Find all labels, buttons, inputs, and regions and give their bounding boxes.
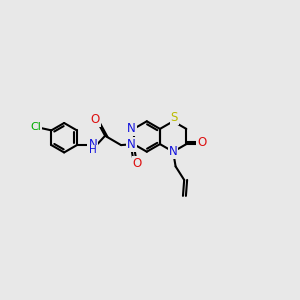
Text: N: N bbox=[88, 138, 97, 151]
Text: O: O bbox=[133, 157, 142, 170]
Text: H: H bbox=[89, 146, 97, 155]
Text: S: S bbox=[171, 111, 178, 124]
Text: Cl: Cl bbox=[31, 122, 41, 132]
Text: O: O bbox=[91, 113, 100, 126]
Text: N: N bbox=[169, 145, 178, 158]
Text: N: N bbox=[127, 138, 136, 151]
Text: O: O bbox=[197, 136, 206, 149]
Text: N: N bbox=[127, 122, 136, 135]
